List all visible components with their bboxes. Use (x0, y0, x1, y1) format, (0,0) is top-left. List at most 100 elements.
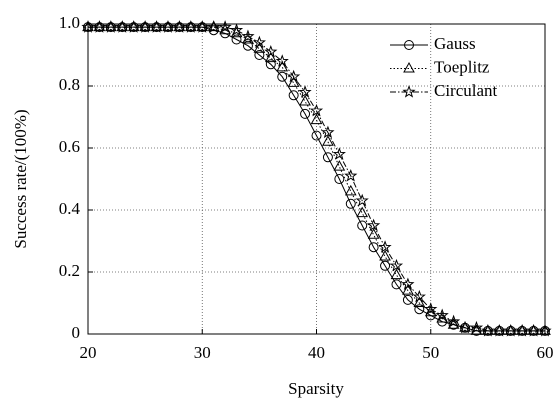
marker (218, 20, 232, 33)
marker (253, 42, 266, 53)
marker (311, 130, 322, 141)
marker (277, 71, 288, 82)
marker (344, 168, 358, 182)
marker (322, 135, 334, 146)
marker (242, 40, 253, 51)
marker (515, 323, 529, 337)
legend-label: Gauss (434, 34, 476, 53)
marker (526, 323, 541, 337)
y-tick-label: 0.4 (59, 199, 81, 218)
marker (299, 94, 311, 106)
marker (172, 20, 186, 33)
marker (139, 20, 151, 32)
marker (402, 284, 414, 295)
legend-marker (402, 85, 416, 98)
marker (105, 20, 117, 32)
marker (196, 20, 209, 32)
marker (367, 218, 381, 232)
marker (379, 249, 391, 261)
marker (516, 324, 528, 335)
marker (300, 108, 311, 119)
marker (538, 323, 552, 337)
marker (344, 184, 357, 196)
plot-frame (87, 23, 546, 335)
marker (264, 51, 277, 63)
marker (504, 324, 517, 335)
y-tick-label: 0.8 (59, 75, 80, 94)
marker (380, 260, 391, 271)
y-tick-label: 0 (72, 323, 81, 342)
marker (229, 23, 244, 36)
marker (287, 76, 300, 87)
x-tick-label: 20 (80, 343, 97, 362)
marker (309, 103, 324, 117)
marker (401, 277, 415, 291)
marker (356, 206, 369, 218)
marker (345, 198, 356, 209)
marker (93, 20, 106, 32)
legend-label: Toeplitz (434, 57, 490, 76)
marker (389, 258, 404, 272)
marker (458, 320, 472, 334)
marker (355, 193, 369, 207)
marker (334, 174, 345, 184)
marker (161, 20, 175, 33)
marker (82, 20, 94, 32)
marker (195, 20, 209, 33)
marker (378, 240, 392, 253)
marker (162, 20, 174, 32)
marker (333, 160, 346, 171)
marker (527, 324, 540, 335)
marker (368, 242, 379, 253)
marker (254, 50, 265, 60)
marker (435, 308, 449, 322)
marker (92, 20, 107, 33)
marker (276, 60, 289, 72)
marker (116, 20, 129, 32)
marker (481, 323, 495, 337)
marker (287, 69, 301, 83)
marker (231, 34, 242, 45)
marker (184, 20, 197, 32)
x-tick-label: 30 (194, 343, 211, 362)
marker (424, 302, 438, 315)
marker (265, 59, 276, 70)
marker (207, 20, 220, 32)
marker (288, 90, 299, 101)
marker (252, 35, 266, 49)
marker (447, 314, 461, 328)
y-axis-label: Success rate/(100%) (11, 109, 30, 248)
marker (391, 279, 402, 290)
marker (138, 20, 152, 33)
marker (184, 20, 198, 33)
marker (493, 324, 506, 335)
marker (298, 85, 312, 98)
marker (332, 147, 346, 160)
marker (412, 289, 426, 303)
legend-marker (404, 40, 414, 50)
marker (127, 20, 140, 32)
marker (413, 296, 426, 307)
marker (207, 20, 221, 33)
legend-label: Circulant (434, 81, 498, 100)
marker (469, 320, 484, 334)
marker (173, 20, 186, 32)
marker (150, 20, 163, 32)
marker (367, 228, 380, 239)
marker (402, 294, 413, 305)
marker (81, 20, 95, 33)
x-tick-label: 40 (308, 343, 325, 362)
marker (357, 220, 368, 231)
marker (321, 125, 335, 139)
y-tick-label: 0.6 (59, 137, 80, 156)
marker (275, 54, 289, 67)
marker (104, 20, 118, 33)
marker (264, 44, 278, 58)
marker (539, 324, 551, 335)
marker (149, 20, 164, 33)
x-tick-label: 60 (537, 343, 554, 362)
y-tick-label: 0.2 (59, 261, 80, 280)
x-tick-label: 50 (422, 343, 439, 362)
x-axis-label: Sparsity (288, 379, 344, 398)
